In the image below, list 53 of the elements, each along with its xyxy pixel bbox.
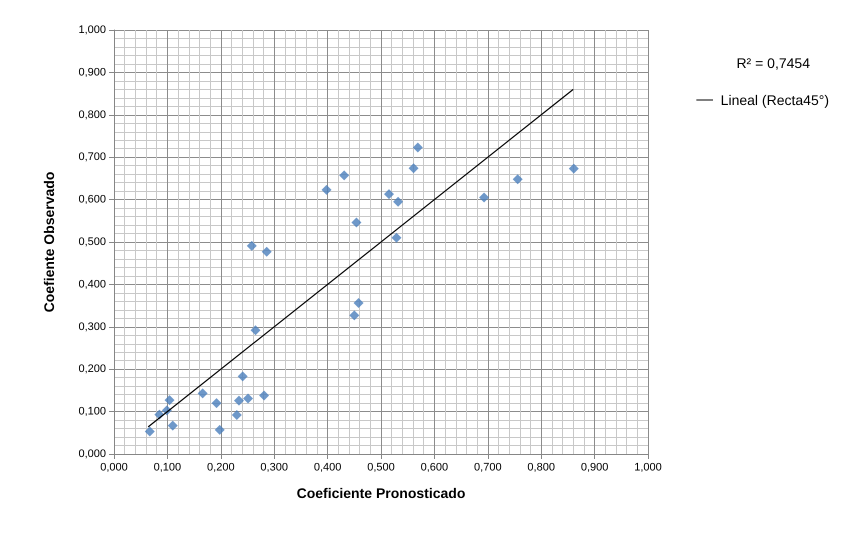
point [354, 298, 364, 308]
point [262, 246, 272, 257]
point [250, 325, 261, 336]
y-tick-label: 0,800 [78, 108, 106, 121]
x-tick-label: 0,600 [420, 462, 448, 474]
y-tick-label: 0,900 [78, 66, 106, 78]
point [168, 420, 178, 431]
point [238, 371, 248, 382]
y-tick-label: 0,200 [78, 363, 106, 376]
y-tick-label: 0,000 [78, 448, 106, 460]
point [391, 232, 402, 243]
x-tick-label: 0,500 [367, 462, 395, 474]
x-axis-title: Coeficiente Pronosticado [296, 485, 466, 501]
x-tick-label: 1,000 [634, 462, 662, 474]
x-tick-label: 0,200 [207, 462, 235, 474]
point [412, 142, 423, 152]
point [198, 388, 208, 398]
x-tick-label: 0,800 [527, 462, 555, 474]
point [144, 426, 155, 437]
point [349, 310, 360, 320]
point [212, 398, 222, 408]
legend-label: Lineal (Recta45°) [720, 92, 830, 108]
y-tick-label: 1,000 [78, 24, 106, 36]
point [259, 390, 270, 400]
y-axis-title: Coefiente Observado [41, 172, 57, 312]
point [408, 163, 419, 174]
x-tick-label: 0,700 [474, 462, 502, 474]
point [339, 170, 350, 180]
point [164, 395, 175, 406]
y-tick-label: 0,400 [78, 278, 106, 290]
point [243, 393, 254, 404]
point [512, 174, 523, 184]
x-tick-label: 0,900 [580, 462, 608, 474]
y-tick-label: 0,100 [78, 406, 106, 418]
x-tick-label: 0,300 [260, 462, 288, 474]
y-tick-label: 0,300 [78, 320, 106, 333]
point [393, 196, 404, 207]
point [234, 396, 244, 406]
point [479, 192, 490, 202]
point [322, 184, 332, 195]
x-tick-label: 0,000 [100, 462, 128, 474]
y-tick-label: 0,700 [78, 151, 106, 164]
point [214, 424, 225, 435]
point [246, 240, 257, 251]
point [232, 410, 242, 420]
x-tick-label: 0,400 [314, 462, 342, 474]
y-tick-label: 0,600 [78, 194, 106, 206]
y-tick-label: 0,500 [78, 236, 106, 248]
point [568, 164, 579, 174]
point [384, 189, 394, 200]
text: R² = 0,7454 [736, 55, 810, 71]
point [351, 217, 362, 228]
x-tick-label: 0,100 [154, 462, 182, 474]
